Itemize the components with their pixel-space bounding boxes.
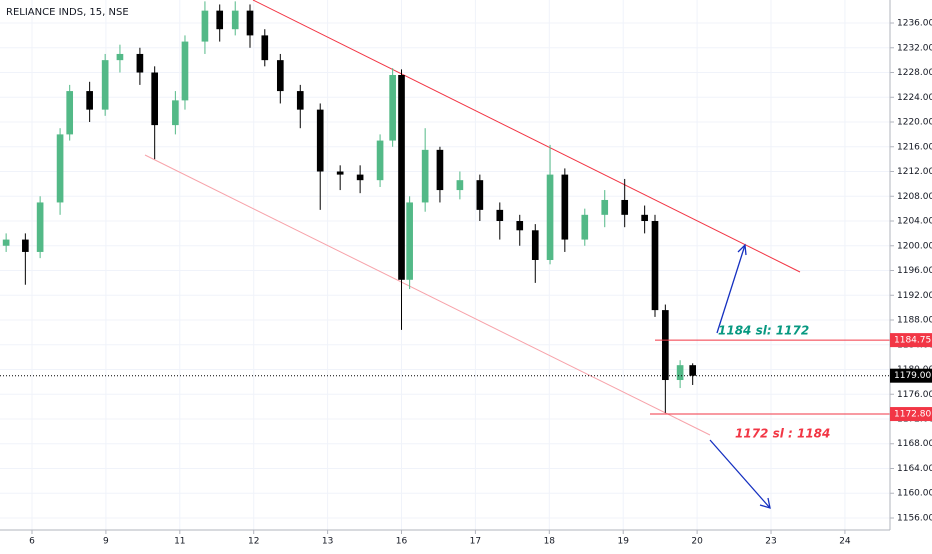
candle-body [296, 91, 304, 110]
candle-body [101, 60, 109, 110]
level-label: 1172.80 [894, 410, 931, 420]
up-arrow-head [737, 243, 747, 256]
candle-body [421, 149, 429, 203]
level-label: 1184.75 [894, 336, 931, 346]
x-tick-label: 13 [322, 537, 333, 547]
candle-body [172, 100, 179, 126]
candle-body [356, 174, 364, 181]
x-tick-label: 9 [103, 537, 109, 547]
x-tick-label: 18 [544, 537, 556, 547]
candle-body [476, 180, 484, 210]
y-tick-label: 1188.00 [897, 316, 932, 326]
candle-body [389, 74, 396, 141]
grid [0, 0, 890, 530]
x-tick-label: 23 [765, 537, 776, 547]
up-arrow [716, 244, 746, 334]
candle-body [336, 171, 344, 175]
candle-body [56, 134, 64, 203]
candle-body [581, 214, 589, 240]
x-tick-label: 20 [691, 537, 703, 547]
candle-body [436, 149, 444, 191]
candle-body [376, 140, 384, 181]
y-tick-label: 1216.00 [897, 142, 932, 152]
candle-body [546, 174, 554, 260]
axes: 1156.001160.001164.001168.001172.001176.… [29, 19, 932, 547]
candle-body [231, 10, 239, 30]
y-tick-label: 1176.00 [897, 390, 932, 400]
candle-body [531, 230, 539, 260]
y-tick-label: 1168.00 [897, 439, 932, 449]
candle-body [516, 221, 524, 231]
candle-body [181, 41, 189, 101]
candle-body [601, 199, 609, 215]
candle-body [689, 365, 697, 376]
upper-trend-line [252, 0, 801, 273]
y-tick-label: 1232.00 [897, 43, 932, 53]
y-tick-label: 1200.00 [897, 241, 932, 251]
y-tick-label: 1160.00 [897, 489, 932, 499]
x-tick-label: 19 [617, 537, 629, 547]
candle-body [641, 214, 648, 222]
current-price-box [890, 368, 932, 383]
candle-body [36, 202, 44, 252]
candle-body [621, 199, 629, 215]
candle-body [261, 35, 269, 61]
candle-body [201, 10, 209, 42]
candle-body [456, 180, 464, 191]
candle-body [66, 91, 74, 135]
candle-body [676, 365, 684, 381]
arrows [709, 243, 771, 509]
x-tick-label: 6 [29, 537, 35, 547]
candle-body [246, 10, 254, 36]
down-arrow [709, 439, 771, 509]
plot: 1184 sl: 1172 1172 sl : 1184 [0, 1, 890, 441]
current-price-label: 1179.00 [894, 371, 931, 381]
candle-body [662, 310, 669, 381]
annotation: 1172 sl : 1184 [735, 427, 830, 441]
y-tick-label: 1192.00 [897, 291, 932, 301]
annotation: 1184 sl: 1172 [718, 324, 809, 338]
candle-body [561, 174, 569, 240]
y-tick-label: 1196.00 [897, 266, 932, 276]
x-tick-label: 12 [248, 537, 259, 547]
level-label-box [890, 333, 932, 348]
candle-body [651, 221, 659, 311]
candle-body [398, 74, 405, 280]
candle-body [496, 209, 504, 222]
x-tick-label: 24 [839, 537, 851, 547]
candle-body [151, 72, 159, 126]
y-tick-label: 1208.00 [897, 192, 932, 202]
candle-body [116, 53, 124, 61]
y-tick-label: 1228.00 [897, 68, 932, 78]
level-label-box [890, 407, 932, 422]
candle-body [316, 109, 324, 172]
y-tick-label: 1156.00 [897, 513, 932, 523]
y-tick-label: 1224.00 [897, 93, 932, 103]
x-tick-label: 11 [174, 537, 185, 547]
candle-body [86, 91, 93, 110]
y-tick-label: 1212.00 [897, 167, 932, 177]
candle-body [216, 10, 224, 30]
x-tick-label: 17 [470, 537, 481, 547]
candle-body [276, 60, 284, 92]
chart-title: RELIANCE INDS, 15, NSE [6, 7, 129, 18]
y-tick-label: 1236.00 [897, 19, 932, 29]
lower-trend-line [144, 154, 711, 436]
y-tick-label: 1164.00 [897, 464, 932, 474]
down-arrow-head [759, 497, 771, 509]
candle-body [2, 239, 10, 246]
candle-body [406, 202, 413, 280]
y-tick-label: 1220.00 [897, 118, 932, 128]
x-tick-label: 16 [396, 537, 408, 547]
candle-body [22, 239, 29, 252]
candle-body [136, 53, 144, 73]
y-tick-label: 1204.00 [897, 217, 932, 227]
